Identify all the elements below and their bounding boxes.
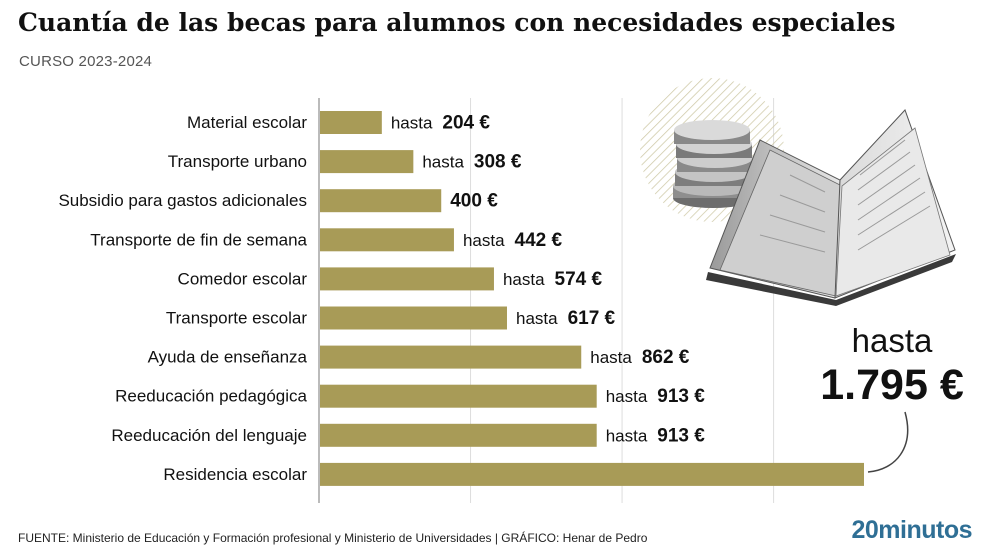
- brand-logo: 20minutos: [851, 516, 972, 544]
- category-label: Reeducación pedagógica: [115, 387, 307, 406]
- category-label: Reeducación del lenguaje: [111, 426, 307, 445]
- category-label: Subsidio para gastos adicionales: [58, 191, 307, 210]
- data-label: hasta 913 €: [606, 425, 706, 446]
- data-label: hasta 204 €: [391, 113, 491, 134]
- data-label: hasta 617 €: [516, 308, 616, 329]
- data-label: hasta 913 €: [606, 386, 706, 407]
- callout-prefix: hasta: [851, 322, 933, 359]
- chart-subtitle: CURSO 2023-2024: [19, 53, 153, 70]
- bar: [320, 306, 507, 330]
- bar: [320, 345, 582, 369]
- bar: [320, 189, 442, 213]
- bar: [320, 423, 597, 447]
- data-label: 400 €: [450, 191, 498, 212]
- callout-pointer: [867, 411, 909, 473]
- coin-stack: [673, 120, 753, 208]
- bar: [320, 228, 454, 252]
- callout-value: 1.795 €: [820, 361, 964, 409]
- data-label: hasta 574 €: [503, 269, 603, 290]
- category-label: Comedor escolar: [178, 269, 308, 288]
- callout-label: hasta 1.795 €: [812, 322, 972, 410]
- data-label: hasta 442 €: [463, 230, 563, 251]
- data-label: hasta 862 €: [590, 347, 690, 368]
- category-label: Transporte urbano: [168, 152, 307, 171]
- bar: [320, 111, 382, 134]
- category-label: Material escolar: [187, 113, 307, 132]
- category-label: Transporte escolar: [166, 309, 307, 328]
- source-note: FUENTE: Ministerio de Educación y Formac…: [18, 531, 648, 545]
- category-label: Residencia escolar: [163, 465, 307, 484]
- bar: [320, 384, 597, 408]
- bar: [320, 462, 864, 486]
- bar: [320, 267, 494, 291]
- category-label: Ayuda de enseñanza: [148, 348, 308, 367]
- category-label: Transporte de fin de semana: [90, 230, 307, 249]
- chart-title: Cuantía de las becas para alumnos con ne…: [18, 8, 896, 37]
- data-label: hasta 308 €: [422, 152, 522, 173]
- bar: [320, 150, 414, 174]
- open-book: [706, 109, 956, 306]
